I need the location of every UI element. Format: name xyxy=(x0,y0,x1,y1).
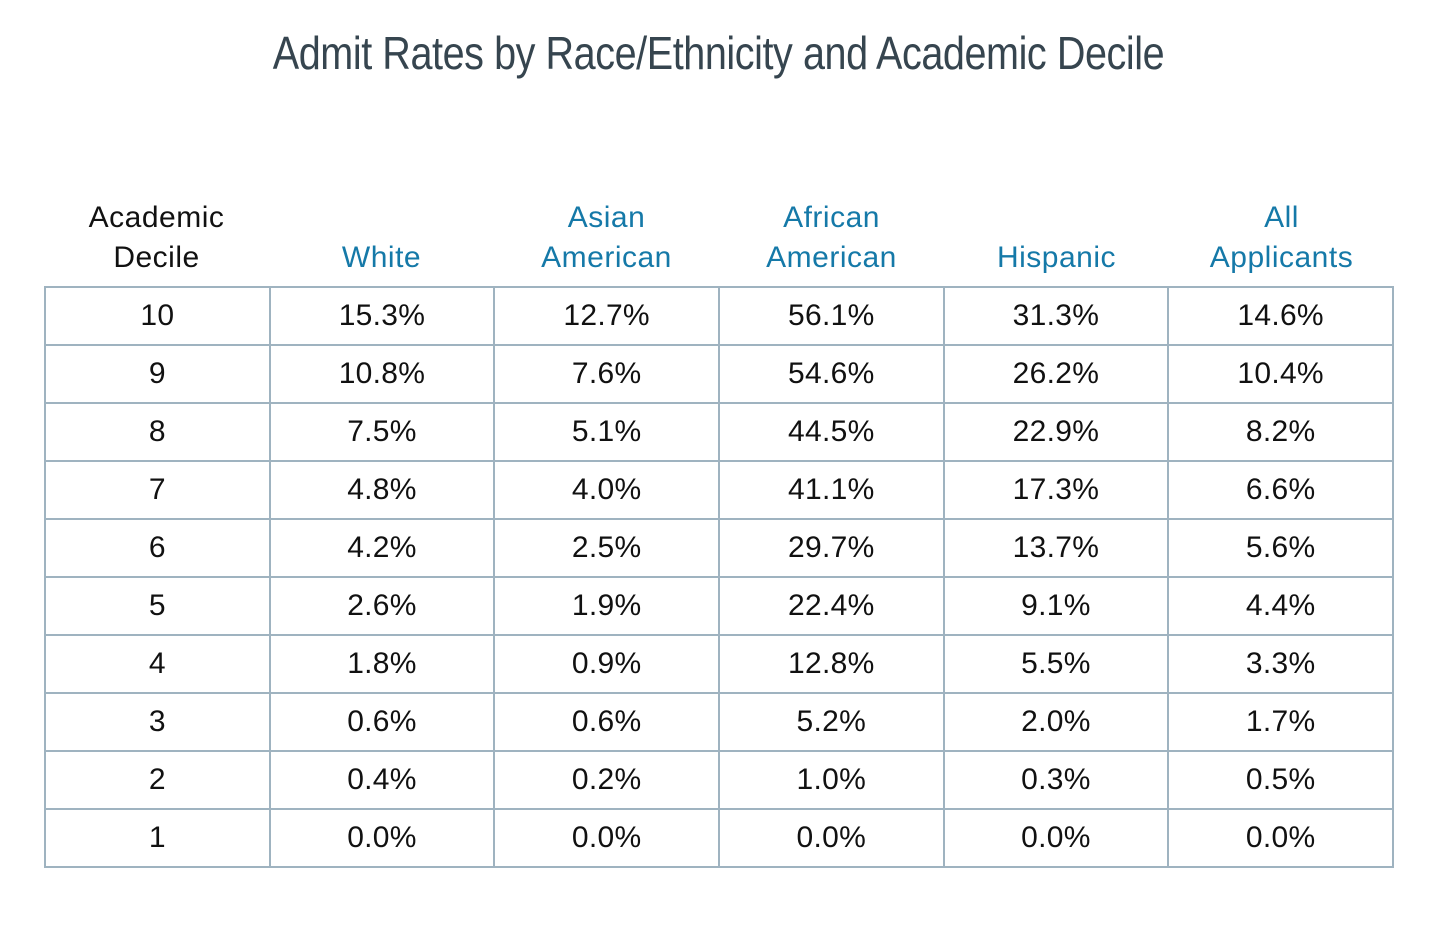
admit-rates-table: 10 15.3% 12.7% 56.1% 31.3% 14.6% 9 10.8% 7.6% 54.… xyxy=(44,286,1394,868)
rate-cell-all-applicants: 10.4% xyxy=(1167,344,1394,404)
column-header-line: Hispanic xyxy=(996,241,1117,274)
rate-cell-african-american: 29.7% xyxy=(717,518,945,578)
column-header-white: White xyxy=(269,198,494,280)
rate-cell-hispanic: 17.3% xyxy=(942,460,1170,520)
rate-cell-white: 15.3% xyxy=(268,286,496,346)
rate-cell-all-applicants: 0.0% xyxy=(1167,808,1394,868)
rate-cell-hispanic: 5.5% xyxy=(942,634,1170,694)
column-header-line: American xyxy=(541,241,672,274)
rate-cell-african-american: 5.2% xyxy=(717,692,945,752)
column-header-all-applicants: All Applicants xyxy=(1169,198,1394,280)
rate-cell-white: 1.8% xyxy=(268,634,496,694)
rate-cell-hispanic: 9.1% xyxy=(942,576,1170,636)
column-header-line: African xyxy=(783,201,880,234)
rate-cell-all-applicants: 4.4% xyxy=(1167,576,1394,636)
column-header-line xyxy=(944,198,1169,238)
rate-cell-african-american: 0.0% xyxy=(717,808,945,868)
rate-cell-all-applicants: 1.7% xyxy=(1167,692,1394,752)
rate-cell-white: 10.8% xyxy=(268,344,496,404)
rate-cell-white: 7.5% xyxy=(268,402,496,462)
rate-cell-hispanic: 22.9% xyxy=(942,402,1170,462)
rate-cell-asian-american: 0.2% xyxy=(493,750,720,810)
column-header-line: Applicants xyxy=(1209,241,1354,274)
rate-cell-white: 0.4% xyxy=(268,750,496,810)
rate-cell-white: 0.0% xyxy=(268,808,496,868)
rate-cell-white: 2.6% xyxy=(268,576,496,636)
table-row: 6 4.2% 2.5% 29.7% 13.7% 5.6% xyxy=(44,518,1394,578)
rate-cell-asian-american: 1.9% xyxy=(493,576,720,636)
table-row: 9 10.8% 7.6% 54.6% 26.2% 10.4% xyxy=(44,344,1394,404)
decile-cell: 8 xyxy=(44,402,271,462)
rate-cell-african-american: 54.6% xyxy=(717,344,945,404)
rate-cell-hispanic: 31.3% xyxy=(942,286,1170,346)
column-header-decile: Academic Decile xyxy=(44,198,269,280)
decile-cell: 10 xyxy=(44,286,271,346)
table-row: 4 1.8% 0.9% 12.8% 5.5% 3.3% xyxy=(44,634,1394,694)
chart-title: Admit Rates by Race/Ethnicity and Academ… xyxy=(272,27,1165,79)
decile-cell: 7 xyxy=(44,460,271,520)
rate-cell-white: 4.2% xyxy=(268,518,496,578)
column-header-line: All xyxy=(1264,201,1299,234)
rate-cell-all-applicants: 8.2% xyxy=(1167,402,1394,462)
column-header-asian-american: Asian American xyxy=(494,198,719,280)
table-row: 8 7.5% 5.1% 44.5% 22.9% 8.2% xyxy=(44,402,1394,462)
rate-cell-african-american: 12.8% xyxy=(717,634,945,694)
decile-cell: 9 xyxy=(44,344,271,404)
rate-cell-all-applicants: 0.5% xyxy=(1167,750,1394,810)
column-header-line: American xyxy=(766,241,897,274)
rate-cell-white: 0.6% xyxy=(268,692,496,752)
column-header-line: White xyxy=(341,241,422,274)
rate-cell-african-american: 56.1% xyxy=(717,286,945,346)
rate-cell-asian-american: 12.7% xyxy=(493,286,720,346)
rate-cell-asian-american: 0.0% xyxy=(493,808,720,868)
rate-cell-white: 4.8% xyxy=(268,460,496,520)
rate-cell-all-applicants: 5.6% xyxy=(1167,518,1394,578)
rate-cell-asian-american: 4.0% xyxy=(493,460,720,520)
rate-cell-asian-american: 0.9% xyxy=(493,634,720,694)
rate-cell-asian-american: 0.6% xyxy=(493,692,720,752)
table-row: 10 15.3% 12.7% 56.1% 31.3% 14.6% xyxy=(44,286,1394,346)
table-row: 5 2.6% 1.9% 22.4% 9.1% 4.4% xyxy=(44,576,1394,636)
rate-cell-hispanic: 0.0% xyxy=(942,808,1170,868)
column-header-line xyxy=(269,198,494,238)
decile-cell: 2 xyxy=(44,750,271,810)
rate-cell-hispanic: 2.0% xyxy=(942,692,1170,752)
rate-cell-hispanic: 13.7% xyxy=(942,518,1170,578)
column-header-hispanic: Hispanic xyxy=(944,198,1169,280)
rate-cell-african-american: 1.0% xyxy=(717,750,945,810)
column-header-line: Decile xyxy=(113,241,200,274)
table-row: 7 4.8% 4.0% 41.1% 17.3% 6.6% xyxy=(44,460,1394,520)
decile-cell: 6 xyxy=(44,518,271,578)
decile-cell: 5 xyxy=(44,576,271,636)
decile-cell: 1 xyxy=(44,808,271,868)
rate-cell-all-applicants: 14.6% xyxy=(1167,286,1394,346)
rate-cell-asian-american: 5.1% xyxy=(493,402,720,462)
decile-cell: 3 xyxy=(44,692,271,752)
rate-cell-all-applicants: 3.3% xyxy=(1167,634,1394,694)
column-header-line: Academic xyxy=(88,201,225,234)
table-row: 2 0.4% 0.2% 1.0% 0.3% 0.5% xyxy=(44,750,1394,810)
rate-cell-asian-american: 2.5% xyxy=(493,518,720,578)
rate-cell-african-american: 41.1% xyxy=(717,460,945,520)
rate-cell-all-applicants: 6.6% xyxy=(1167,460,1394,520)
rate-cell-african-american: 44.5% xyxy=(717,402,945,462)
rate-cell-asian-american: 7.6% xyxy=(493,344,720,404)
table-row: 1 0.0% 0.0% 0.0% 0.0% 0.0% xyxy=(44,808,1394,868)
rate-cell-african-american: 22.4% xyxy=(717,576,945,636)
table-row: 3 0.6% 0.6% 5.2% 2.0% 1.7% xyxy=(44,692,1394,752)
decile-cell: 4 xyxy=(44,634,271,694)
column-header-african-american: African American xyxy=(719,198,944,280)
column-header-line: Asian xyxy=(567,201,646,234)
rate-cell-hispanic: 26.2% xyxy=(942,344,1170,404)
rate-cell-hispanic: 0.3% xyxy=(942,750,1170,810)
